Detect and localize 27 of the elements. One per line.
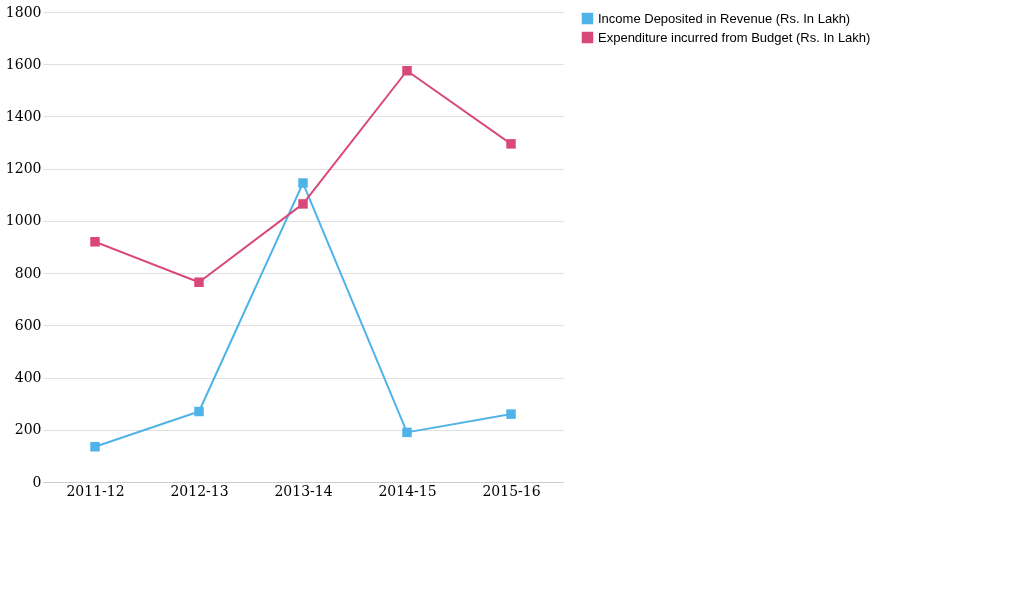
y-tick-label: 400 [14, 369, 42, 386]
y-tick-label: 0 [32, 473, 42, 490]
legend-label: Income Deposited in Revenue (Rs. In Lakh) [598, 10, 851, 26]
point [402, 66, 412, 76]
y-tick-label: 600 [14, 316, 42, 333]
legend-label: Expenditure incurred from Budget (Rs. In Lakh) [598, 29, 871, 45]
x-tick-label: 2012-13 [170, 482, 229, 499]
x-tick-label: 2011-12 [66, 482, 125, 499]
point [90, 442, 100, 452]
y-tick-label: 200 [14, 421, 42, 438]
point [194, 277, 204, 287]
y-tick-label: 1800 [5, 3, 42, 20]
y-tick-label: 800 [14, 264, 42, 281]
point [506, 409, 516, 419]
point [298, 178, 308, 188]
y-tick-label: 1000 [5, 212, 42, 229]
y-tick-label: 1600 [5, 55, 42, 72]
x-tick-label: 2015-16 [482, 482, 541, 499]
point [194, 406, 204, 417]
point [506, 139, 516, 149]
point [90, 237, 100, 247]
x-tick-label: 2013-14 [274, 482, 333, 499]
y-tick-label: 1400 [5, 107, 42, 124]
x-tick-label: 2014-15 [378, 482, 437, 499]
point [298, 199, 308, 209]
point [402, 427, 412, 438]
y-tick-label: 1200 [5, 160, 42, 177]
